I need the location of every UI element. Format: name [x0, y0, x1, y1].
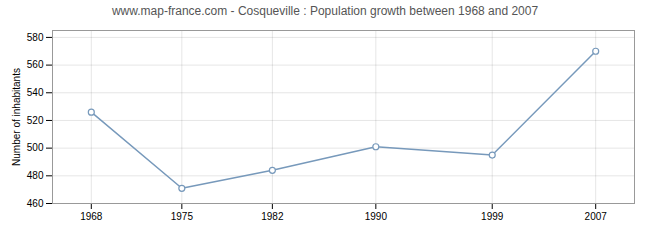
svg-text:1999: 1999	[481, 211, 504, 222]
svg-text:1982: 1982	[261, 211, 284, 222]
svg-text:540: 540	[27, 87, 44, 98]
svg-text:500: 500	[27, 142, 44, 153]
svg-text:560: 560	[27, 59, 44, 70]
svg-text:460: 460	[27, 198, 44, 209]
svg-text:1968: 1968	[80, 211, 103, 222]
svg-text:1975: 1975	[171, 211, 194, 222]
svg-text:2007: 2007	[585, 211, 608, 222]
svg-text:520: 520	[27, 115, 44, 126]
svg-text:580: 580	[27, 32, 44, 43]
html-text:www.map-france.com - Cosquevil: www.map-france.com - Cosqueville : Popul…	[111, 4, 539, 18]
svg-text:480: 480	[27, 170, 44, 181]
svg-text:Number of inhabitants: Number of inhabitants	[11, 68, 22, 166]
svg-text:1990: 1990	[365, 211, 388, 222]
